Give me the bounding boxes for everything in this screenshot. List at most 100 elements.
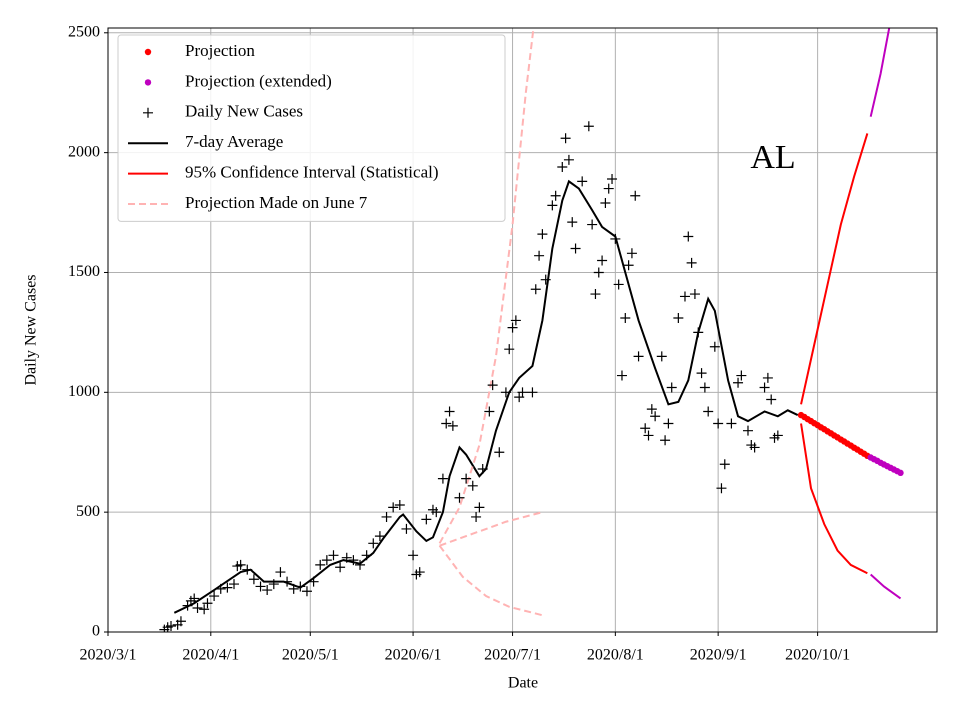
y-axis-label: Daily New Cases bbox=[23, 274, 40, 385]
plot-area bbox=[159, 28, 904, 632]
y-tick-label: 2500 bbox=[68, 23, 100, 40]
case-point bbox=[262, 585, 273, 596]
case-point bbox=[189, 593, 200, 604]
case-point bbox=[507, 322, 518, 333]
series-line bbox=[870, 573, 902, 600]
case-point bbox=[660, 435, 671, 446]
case-point bbox=[623, 260, 634, 271]
case-point bbox=[315, 559, 326, 570]
x-tick-label: 2020/7/1 bbox=[484, 647, 541, 664]
case-point bbox=[736, 370, 747, 381]
case-point bbox=[517, 387, 528, 398]
case-point bbox=[547, 200, 558, 211]
case-point bbox=[288, 583, 299, 594]
case-point bbox=[444, 406, 455, 417]
case-point bbox=[726, 418, 737, 429]
case-point bbox=[643, 430, 654, 441]
case-point bbox=[749, 442, 760, 453]
case-point bbox=[759, 382, 770, 393]
case-point bbox=[401, 523, 412, 534]
case-point bbox=[563, 154, 574, 165]
case-point bbox=[766, 394, 777, 405]
x-tick-label: 2020/8/1 bbox=[587, 647, 644, 664]
case-point bbox=[202, 598, 213, 609]
case-point bbox=[650, 411, 661, 422]
case-point bbox=[361, 550, 372, 561]
case-point bbox=[431, 507, 442, 518]
case-point bbox=[683, 231, 694, 242]
series-line bbox=[439, 511, 543, 547]
case-point bbox=[510, 315, 521, 326]
case-point bbox=[557, 162, 568, 173]
case-point bbox=[500, 387, 511, 398]
case-point bbox=[616, 370, 627, 381]
case-point bbox=[679, 291, 690, 302]
case-point bbox=[577, 176, 588, 187]
series-line bbox=[800, 423, 868, 575]
case-point bbox=[394, 499, 405, 510]
case-point bbox=[633, 351, 644, 362]
case-point bbox=[235, 559, 246, 570]
legend-label: 95% Confidence Interval (Statistical) bbox=[185, 163, 439, 182]
case-point bbox=[454, 492, 465, 503]
legend-label: 7-day Average bbox=[185, 132, 283, 151]
case-point bbox=[301, 586, 312, 597]
case-point bbox=[437, 473, 448, 484]
case-point bbox=[368, 538, 379, 549]
case-point bbox=[593, 267, 604, 278]
case-point bbox=[709, 341, 720, 352]
case-point bbox=[199, 604, 210, 615]
case-point bbox=[471, 511, 482, 522]
case-point bbox=[175, 616, 186, 627]
case-point bbox=[703, 406, 714, 417]
legend-symbol bbox=[144, 48, 152, 56]
case-point bbox=[663, 418, 674, 429]
case-point bbox=[686, 257, 697, 268]
annotation: AL bbox=[750, 139, 795, 176]
case-point bbox=[487, 380, 498, 391]
series-line bbox=[869, 28, 891, 117]
case-point bbox=[388, 502, 399, 513]
case-point bbox=[716, 483, 727, 494]
case-point bbox=[282, 576, 293, 587]
legend-box bbox=[117, 34, 506, 222]
case-point bbox=[534, 250, 545, 261]
case-point bbox=[626, 248, 637, 259]
case-point bbox=[461, 473, 472, 484]
x-tick-label: 2020/5/1 bbox=[282, 647, 339, 664]
case-point bbox=[656, 351, 667, 362]
projection-point bbox=[897, 469, 904, 477]
case-point bbox=[666, 382, 677, 393]
case-point bbox=[381, 511, 392, 522]
legend-label: Projection (extended) bbox=[185, 71, 332, 90]
case-point bbox=[209, 591, 220, 602]
case-point bbox=[275, 567, 286, 578]
case-point bbox=[414, 567, 425, 578]
case-point bbox=[696, 368, 707, 379]
y-tick-label: 0 bbox=[92, 623, 100, 640]
case-point bbox=[713, 418, 724, 429]
case-point bbox=[255, 581, 266, 592]
case-point bbox=[607, 174, 618, 184]
case-point bbox=[335, 562, 346, 573]
case-point bbox=[719, 459, 730, 470]
legend: Projection Projection (extended) Daily New… bbox=[117, 34, 506, 222]
case-point bbox=[341, 552, 352, 563]
case-point bbox=[640, 423, 651, 434]
case-point bbox=[348, 555, 359, 566]
case-point bbox=[693, 327, 704, 338]
case-point bbox=[215, 583, 226, 594]
case-point bbox=[587, 219, 598, 230]
case-point bbox=[742, 425, 753, 436]
y-tick-label: 1000 bbox=[68, 383, 100, 400]
case-point bbox=[530, 284, 541, 295]
case-point bbox=[222, 582, 233, 593]
case-point bbox=[597, 255, 608, 266]
case-point bbox=[248, 574, 259, 585]
case-point bbox=[441, 418, 452, 429]
x-tick-label: 2020/4/1 bbox=[182, 647, 239, 664]
ticks: 0 500 1000 1500 2000 2500 2020/3/1 2020/4/1 2020… bbox=[68, 23, 850, 663]
case-point bbox=[560, 133, 571, 144]
case-point bbox=[646, 404, 657, 415]
legend-label: Daily New Cases bbox=[185, 102, 303, 121]
